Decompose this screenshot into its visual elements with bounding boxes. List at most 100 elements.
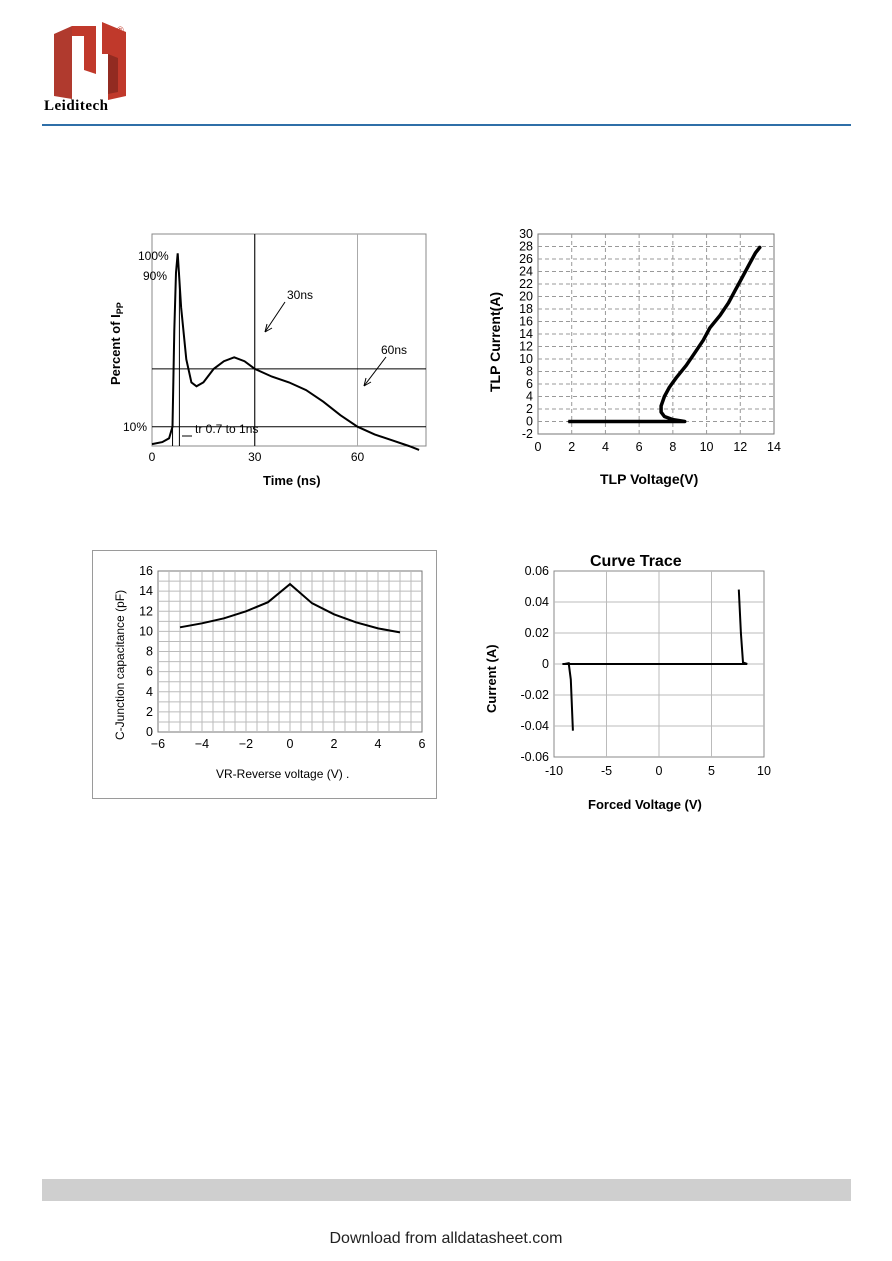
y-tick-label: 22 <box>519 277 533 291</box>
y-tick-label: 10 <box>139 624 153 638</box>
x-tick-label: 10 <box>757 764 771 778</box>
x-tick-label: −2 <box>239 737 253 751</box>
data-point <box>759 245 762 248</box>
y-tick-label: 24 <box>519 265 533 279</box>
x-tick-label: 6 <box>419 737 426 751</box>
x-tick-label: 0 <box>149 450 156 464</box>
data-point <box>685 364 688 367</box>
capacitance-frame <box>92 550 437 799</box>
y-tick-label: 14 <box>139 584 153 598</box>
y-tick-label: 26 <box>519 252 533 266</box>
data-point <box>693 351 696 354</box>
y-tick-label: 4 <box>526 390 533 404</box>
chart-title: Curve Trace <box>590 553 682 570</box>
svg-text:Percent of IPP: Percent of IPP <box>108 302 125 385</box>
x-tick-label: 0 <box>535 440 542 454</box>
arrow-60ns <box>363 356 387 387</box>
data-point <box>727 301 730 304</box>
y-axis-label: TLP Current(A) <box>487 292 503 392</box>
tlp-iv-chart: 0 2 4 6 8 10 12 14 -202468101214161820222426283… <box>487 227 781 487</box>
capacitance-chart: −6 −4 −2 0 2 4 6 0 2 4 6 8 10 12 14 16 VR-Reverse volt… <box>113 564 426 781</box>
grid <box>158 571 422 732</box>
x-tick-label: 5 <box>708 764 715 778</box>
data-point <box>672 418 674 421</box>
series-line <box>568 245 762 424</box>
x-tick-label: 30 <box>248 450 262 464</box>
svg-text:C-Junction capacitance (pF): C-Junction capacitance (pF) <box>113 590 127 740</box>
data-point <box>660 405 662 407</box>
series-line <box>179 582 401 634</box>
data-point <box>702 339 704 342</box>
data-point <box>741 276 743 279</box>
x-axis-label: Forced Voltage (V) <box>588 797 702 812</box>
y-tick-label: 10 <box>519 352 533 366</box>
data-point <box>734 289 737 292</box>
x-tick-label: -5 <box>601 764 612 778</box>
x-tick-label: 4 <box>375 737 382 751</box>
y-tick-label: 8 <box>526 365 533 379</box>
x-tick-labels: 0 30 60 <box>149 450 365 464</box>
x-tick-label: 12 <box>733 440 747 454</box>
series-line <box>562 589 748 731</box>
x-tick-labels: -10 -5 0 5 10 <box>545 764 771 778</box>
leiditech-logo <box>54 22 126 100</box>
x-tick-label: -10 <box>545 764 563 778</box>
y-tick-label: 16 <box>519 315 533 329</box>
pulse-waveform-chart: 0 30 60 100% 90% 10% 30ns 60ns tr 0.7 to 1… <box>108 233 427 488</box>
data-point <box>754 251 757 254</box>
y-tick-label: 0.06 <box>525 564 549 578</box>
y-tick-labels: 0.06 0.04 0.02 0 -0.02 -0.04 -0.06 <box>521 564 550 764</box>
annotation-100: 100% <box>138 249 169 263</box>
series-points <box>567 245 762 423</box>
x-tick-label: 4 <box>602 440 609 454</box>
annotation-10: 10% <box>123 420 147 434</box>
x-axis-label: VR-Reverse voltage (V) . <box>216 767 349 781</box>
y-tick-label: 2 <box>146 705 153 719</box>
data-point <box>663 415 666 418</box>
y-tick-label: 18 <box>519 302 533 316</box>
x-tick-label: 14 <box>767 440 781 454</box>
y-tick-label: 2 <box>526 402 533 416</box>
header-rule <box>42 124 851 126</box>
brand-name: Leiditech <box>44 98 109 114</box>
y-tick-label: 8 <box>146 645 153 659</box>
data-point <box>683 420 686 423</box>
y-axis-label: Current (A) <box>484 644 499 713</box>
y-tick-label: 0 <box>146 725 153 739</box>
x-tick-label: 10 <box>700 440 714 454</box>
y-tick-label: 4 <box>146 685 153 699</box>
annotation-30ns: 30ns <box>287 288 313 302</box>
y-tick-label: 16 <box>139 564 153 578</box>
y-tick-label: 6 <box>146 665 153 679</box>
annotation-60ns: 60ns <box>381 343 407 357</box>
svg-text:TLP Current(A): TLP Current(A) <box>487 292 503 392</box>
x-axis-label: TLP Voltage(V) <box>600 471 698 487</box>
annotation-rise-time: tr 0.7 to 1ns <box>195 422 258 436</box>
y-axis-label: Percent of IPP <box>108 302 125 385</box>
y-tick-label: -0.06 <box>521 750 550 764</box>
y-tick-label: -0.02 <box>521 688 550 702</box>
y-tick-label: 0.02 <box>525 626 549 640</box>
y-tick-label: -2 <box>522 427 533 441</box>
x-tick-label: 0 <box>287 737 294 751</box>
arrow-30ns <box>264 301 286 333</box>
y-tick-label: 0 <box>526 415 533 429</box>
data-point <box>663 395 666 398</box>
y-tick-labels: 0 2 4 6 8 10 12 14 16 <box>139 564 153 739</box>
y-tick-label: 30 <box>519 227 533 241</box>
y-tick-label: 12 <box>139 604 153 618</box>
y-tick-label: 6 <box>526 377 533 391</box>
x-tick-label: 2 <box>568 440 575 454</box>
x-tick-label: 2 <box>331 737 338 751</box>
x-tick-label: 0 <box>656 764 663 778</box>
annotation-90: 90% <box>143 269 167 283</box>
x-tick-label: 6 <box>636 440 643 454</box>
registered-mark: ® <box>117 25 124 35</box>
y-tick-label: 28 <box>519 240 533 254</box>
y-tick-label: 12 <box>519 340 533 354</box>
y-axis-label: C-Junction capacitance (pF) <box>113 590 127 740</box>
data-point <box>719 314 721 317</box>
data-point <box>567 420 570 423</box>
y-tick-label: -0.04 <box>521 719 550 733</box>
